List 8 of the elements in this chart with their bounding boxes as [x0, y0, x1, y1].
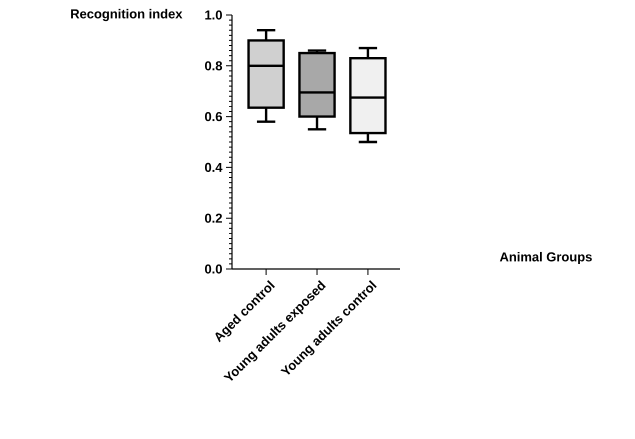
y-tick-label: 0.6 [204, 112, 222, 122]
y-tick-label: 0.4 [204, 162, 222, 172]
y-tick-label: 0.2 [204, 214, 222, 223]
y-tick-label: 0.0 [204, 264, 222, 274]
y-tick-label: 1.0 [205, 10, 222, 20]
y-axis-title: Recognition index [71, 8, 182, 22]
y-tick-label: 0.8 [204, 61, 222, 70]
text: Animal Groups [500, 252, 592, 264]
